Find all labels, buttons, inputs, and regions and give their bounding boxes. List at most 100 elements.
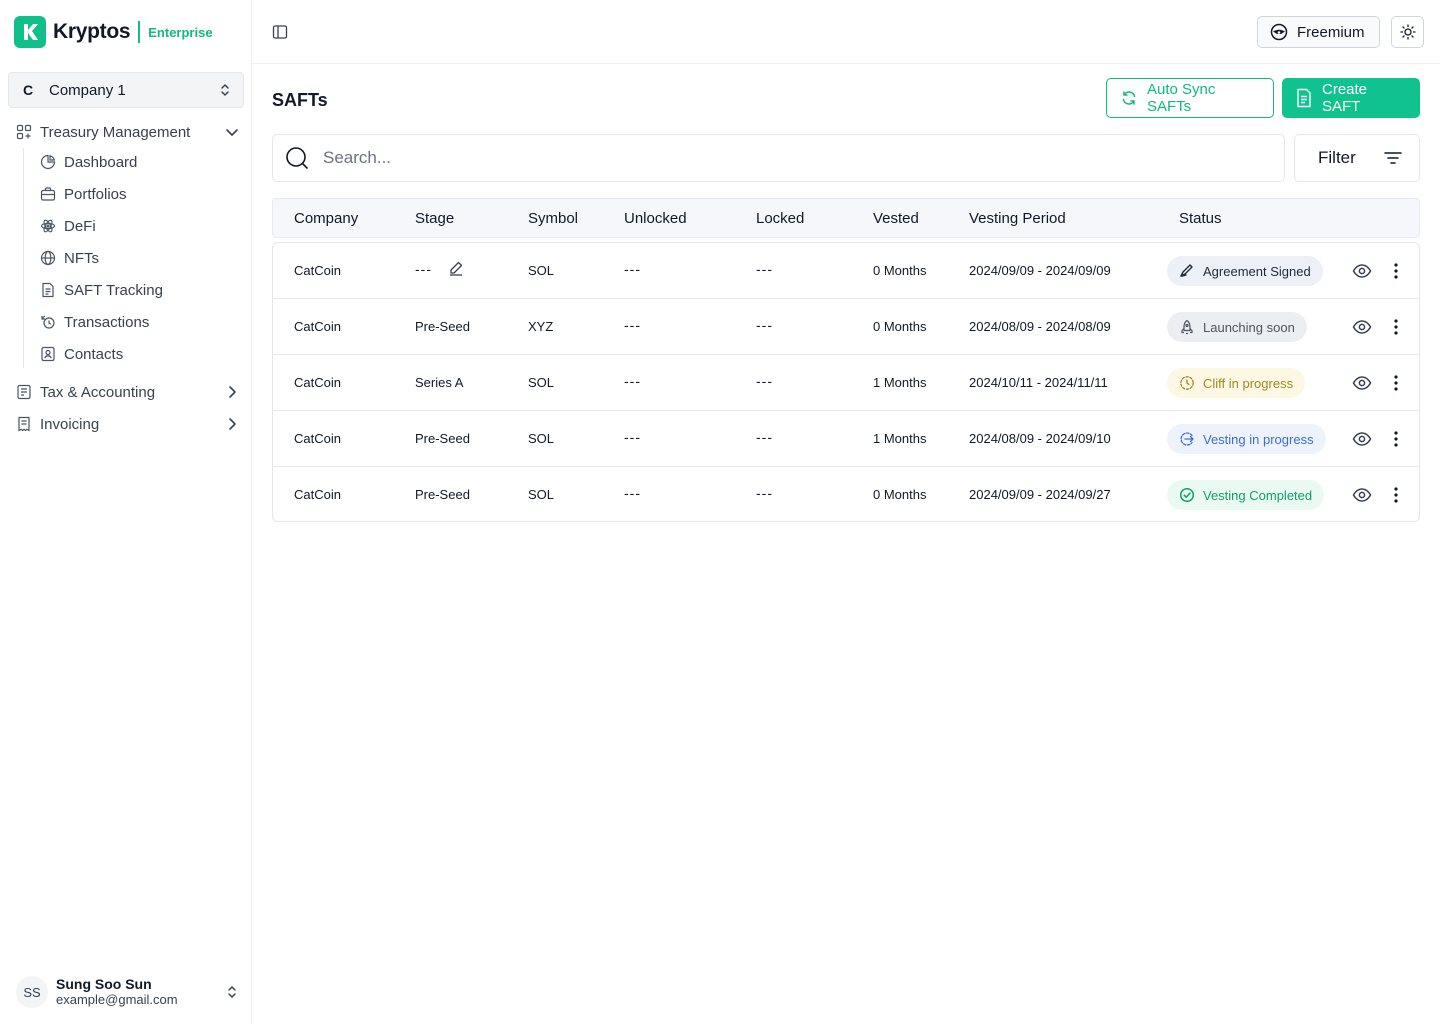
cell-vested: 1 Months <box>873 375 927 390</box>
transactions-icon <box>40 314 56 330</box>
view-eye-icon[interactable] <box>1352 429 1372 449</box>
nav-section-label: Invoicing <box>40 415 100 433</box>
nav-item-dashboard[interactable]: Dashboard <box>40 149 240 175</box>
column-header-company[interactable]: Company <box>294 210 359 227</box>
nav-item-label: Contacts <box>64 345 124 363</box>
cell-stage: --- <box>415 261 432 277</box>
table-row[interactable]: CatCoin Pre-Seed SOL --- --- 0 Months 20… <box>273 467 1419 521</box>
more-vertical-icon[interactable] <box>1386 317 1406 337</box>
ledger-icon <box>16 384 32 400</box>
nav-tree-line <box>23 148 24 368</box>
plan-button[interactable]: Freemium <box>1257 16 1380 48</box>
chevron-right-icon <box>224 384 240 400</box>
table-row[interactable]: CatCoin Pre-Seed XYZ --- --- 0 Months 20… <box>273 299 1419 355</box>
status-badge: Vesting in progress <box>1167 424 1326 454</box>
cell-symbol: SOL <box>528 375 555 390</box>
table-row[interactable]: CatCoin Pre-Seed SOL --- --- 1 Months 20… <box>273 411 1419 467</box>
signature-icon <box>1179 263 1195 279</box>
nav-invoicing[interactable]: Invoicing <box>16 411 240 437</box>
cell-vested: 0 Months <box>873 487 927 502</box>
theme-toggle-button[interactable] <box>1391 16 1424 48</box>
nav-item-label: DeFi <box>64 217 96 235</box>
sidebar-toggle-icon[interactable] <box>270 22 290 42</box>
topbar: Freemium <box>252 0 1440 64</box>
view-eye-icon[interactable] <box>1352 317 1372 337</box>
nav-item-label: Transactions <box>64 313 150 331</box>
nav-item-defi[interactable]: DeFi <box>40 213 240 239</box>
column-header-locked[interactable]: Locked <box>756 210 805 227</box>
cell-vesting-period: 2024/08/09 - 2024/08/09 <box>969 319 1111 334</box>
nav-item-label: SAFT Tracking <box>64 281 163 299</box>
filter-lines-icon <box>1383 148 1403 168</box>
nav-tax-accounting[interactable]: Tax & Accounting <box>16 379 240 405</box>
brand-tag: Enterprise <box>148 24 213 40</box>
status-badge: Launching soon <box>1167 312 1307 342</box>
column-header-stage[interactable]: Stage <box>415 210 455 227</box>
cell-locked: --- <box>756 261 773 277</box>
column-header-vesting-period[interactable]: Vesting Period <box>969 210 1066 227</box>
brand[interactable]: Kryptos Enterprise <box>14 16 213 48</box>
pie-chart-icon <box>40 154 56 170</box>
nav-item-transactions[interactable]: Transactions <box>40 309 240 335</box>
sun-icon <box>1399 24 1416 40</box>
sidebar: Kryptos Enterprise C Company 1 Treasury … <box>0 0 252 1024</box>
brand-divider <box>138 21 141 43</box>
more-vertical-icon[interactable] <box>1386 429 1406 449</box>
nav-item-saft-tracking[interactable]: SAFT Tracking <box>40 277 240 303</box>
page-title: SAFTs <box>272 90 328 110</box>
cell-unlocked: --- <box>624 485 641 501</box>
rocket-icon <box>1179 319 1195 335</box>
auto-sync-safts-button[interactable]: Auto Sync SAFTs <box>1106 78 1274 118</box>
filter-button[interactable]: Filter <box>1294 134 1420 182</box>
search-bar <box>272 134 1285 182</box>
column-header-symbol[interactable]: Symbol <box>528 210 579 227</box>
check-circle-icon <box>1179 487 1195 503</box>
table-row[interactable]: CatCoin Series A SOL --- --- 1 Months 20… <box>273 355 1419 411</box>
search-input[interactable] <box>323 148 1223 168</box>
status-badge: Cliff in progress <box>1167 368 1306 398</box>
atom-icon <box>40 218 56 234</box>
table-header: Company Stage Symbol Unlocked Locked Ves… <box>272 198 1420 238</box>
user-menu[interactable]: SS Sung Soo Sun example@gmail.com <box>16 976 240 1008</box>
brand-name: Kryptos <box>53 20 131 43</box>
more-vertical-icon[interactable] <box>1386 261 1406 281</box>
saft-table: CatCoin --- SOL --- --- 0 Months 2024/09… <box>272 242 1420 522</box>
create-saft-button[interactable]: Create SAFT <box>1282 78 1420 118</box>
column-header-status[interactable]: Status <box>1179 210 1222 227</box>
table-row[interactable]: CatCoin --- SOL --- --- 0 Months 2024/09… <box>273 243 1419 299</box>
status-label: Vesting Completed <box>1203 487 1313 503</box>
company-selector[interactable]: C Company 1 <box>8 72 244 108</box>
avatar: SS <box>16 976 48 1008</box>
cell-vesting-period: 2024/09/09 - 2024/09/09 <box>969 263 1111 278</box>
nav-section-label: Treasury Management <box>40 123 191 141</box>
cell-company: CatCoin <box>294 487 341 502</box>
nav-item-contacts[interactable]: Contacts <box>40 341 240 367</box>
status-badge: Agreement Signed <box>1167 256 1323 286</box>
nav-item-portfolios[interactable]: Portfolios <box>40 181 240 207</box>
cell-stage: Pre-Seed <box>415 319 470 334</box>
user-name: Sung Soo Sun <box>56 976 152 993</box>
company-badge: C <box>23 82 34 98</box>
cell-locked: --- <box>756 373 773 389</box>
chevron-right-icon <box>224 416 240 432</box>
more-vertical-icon[interactable] <box>1386 485 1406 505</box>
nav-item-nfts[interactable]: NFTs <box>40 245 240 271</box>
more-vertical-icon[interactable] <box>1386 373 1406 393</box>
create-saft-label: Create SAFT <box>1322 81 1368 115</box>
invoice-icon <box>16 416 32 432</box>
column-header-vested[interactable]: Vested <box>873 210 919 227</box>
view-eye-icon[interactable] <box>1352 261 1372 281</box>
cell-vested: 1 Months <box>873 431 927 446</box>
column-header-unlocked[interactable]: Unlocked <box>624 210 687 227</box>
status-label: Cliff in progress <box>1203 375 1294 391</box>
edit-stage-icon[interactable] <box>448 260 464 276</box>
cell-locked: --- <box>756 485 773 501</box>
chevron-up-down-icon <box>217 82 233 98</box>
view-eye-icon[interactable] <box>1352 485 1372 505</box>
cell-company: CatCoin <box>294 319 341 334</box>
view-eye-icon[interactable] <box>1352 373 1372 393</box>
cell-unlocked: --- <box>624 317 641 333</box>
cell-stage: Series A <box>415 375 464 390</box>
nav-treasury-management[interactable]: Treasury Management <box>16 119 240 145</box>
chevron-down-icon <box>224 124 240 140</box>
